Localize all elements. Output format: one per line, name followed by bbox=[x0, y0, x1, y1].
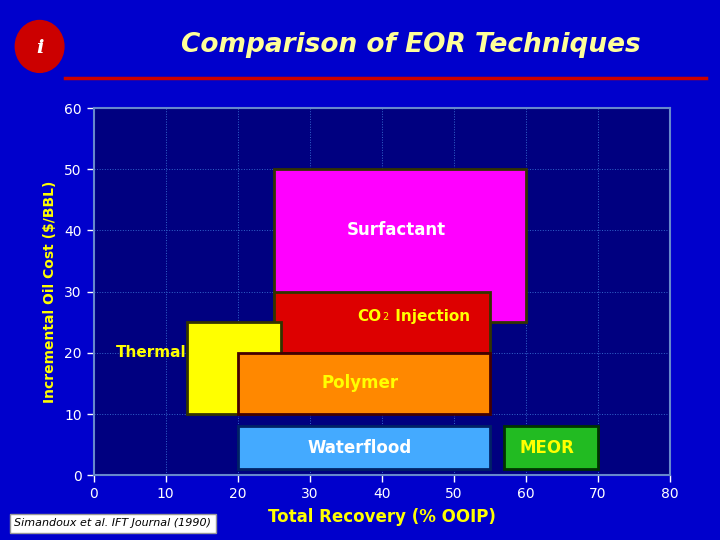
Text: Waterflood: Waterflood bbox=[308, 438, 412, 457]
Text: Thermal: Thermal bbox=[116, 345, 186, 360]
Text: Simandoux et al. IFT Journal (1990): Simandoux et al. IFT Journal (1990) bbox=[14, 518, 212, 529]
Ellipse shape bbox=[15, 21, 64, 72]
Text: Comparison of EOR Techniques: Comparison of EOR Techniques bbox=[181, 32, 640, 58]
Text: $_2$: $_2$ bbox=[382, 309, 389, 323]
X-axis label: Total Recovery (% OOIP): Total Recovery (% OOIP) bbox=[268, 508, 495, 526]
Bar bbox=[187, 322, 281, 414]
Bar bbox=[504, 426, 598, 469]
Bar bbox=[238, 426, 490, 469]
Text: Surfactant: Surfactant bbox=[346, 221, 446, 239]
Bar bbox=[238, 353, 490, 414]
Text: Injection: Injection bbox=[390, 308, 470, 323]
Bar bbox=[274, 292, 490, 353]
Bar bbox=[274, 169, 526, 322]
Text: i: i bbox=[36, 39, 43, 57]
Text: Polymer: Polymer bbox=[321, 374, 399, 393]
Text: MEOR: MEOR bbox=[520, 438, 575, 457]
Text: CO: CO bbox=[357, 308, 382, 323]
Y-axis label: Incremental Oil Cost ($/BBL): Incremental Oil Cost ($/BBL) bbox=[43, 180, 57, 403]
